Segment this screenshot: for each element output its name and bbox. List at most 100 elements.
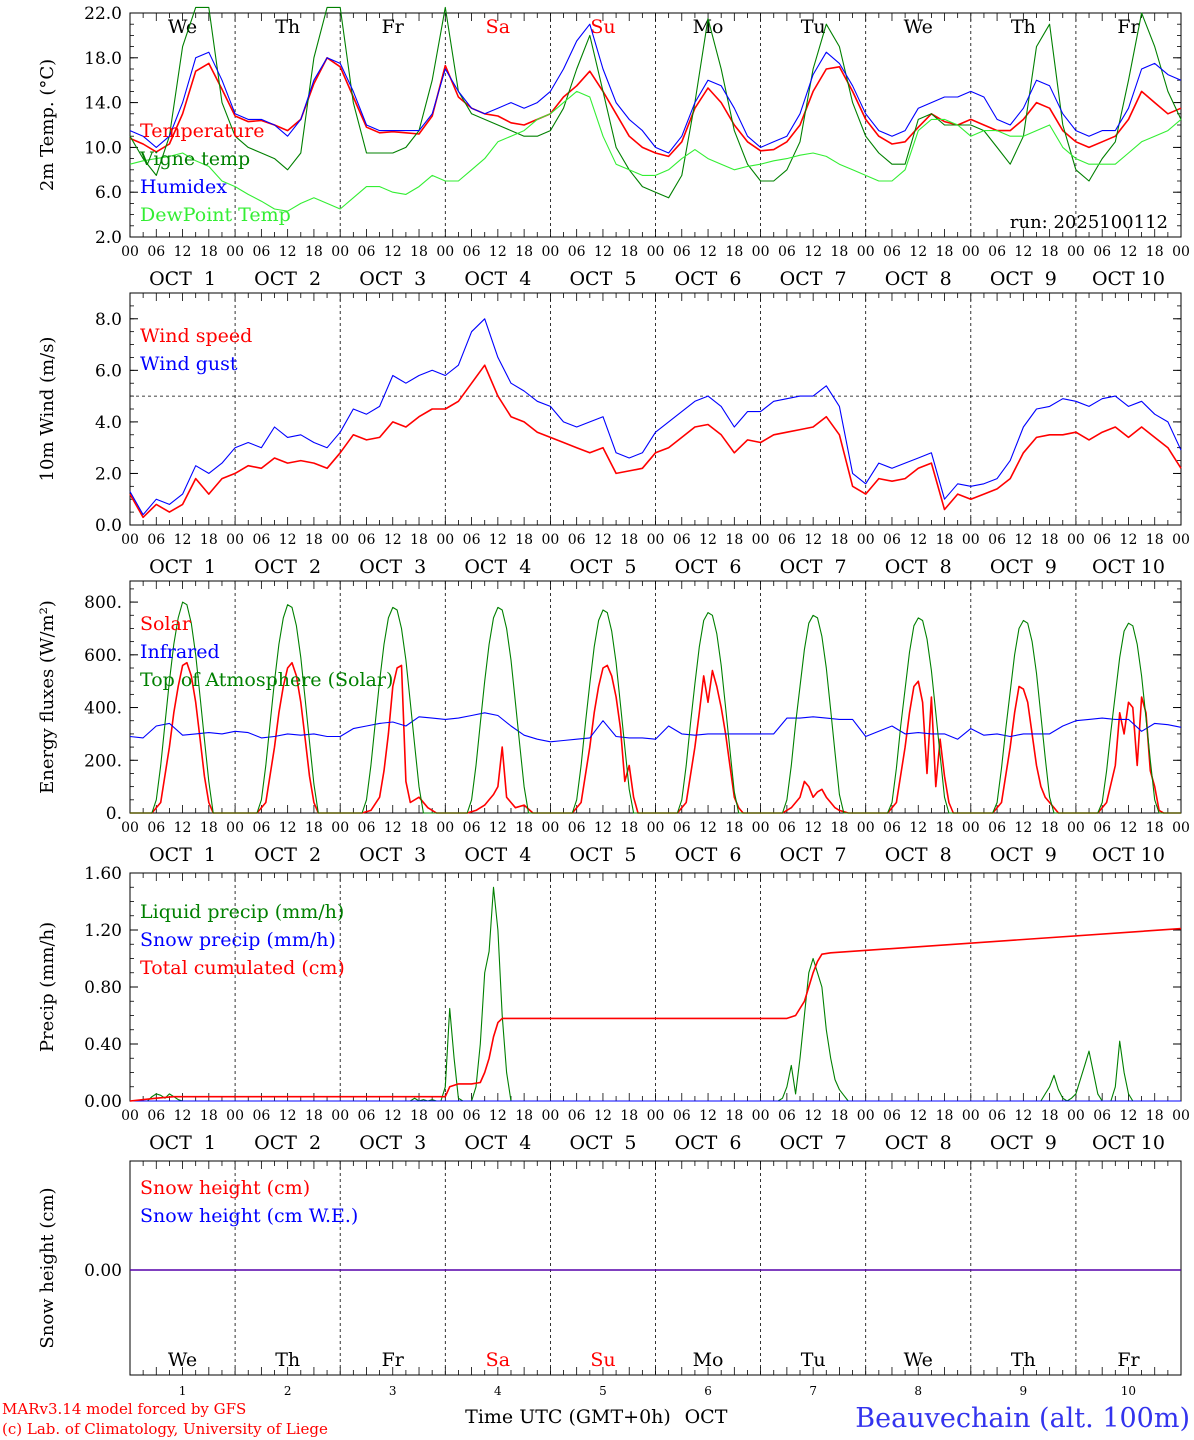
date-label: OCT 6: [675, 1132, 742, 1154]
y-tick-label: 1.20: [84, 921, 122, 941]
hour-tick-label: 18: [831, 244, 849, 260]
hour-tick-label: 06: [463, 532, 481, 548]
hour-tick-label: 06: [988, 820, 1006, 836]
legend-entry: Wind speed: [140, 325, 252, 347]
date-label: OCT 8: [885, 1132, 952, 1154]
day-number-label: 3: [389, 1384, 397, 1398]
date-label: OCT 9: [990, 844, 1057, 866]
hour-tick-label: 12: [174, 532, 192, 548]
hour-tick-label: 00: [331, 1108, 349, 1124]
hour-tick-label: 12: [174, 820, 192, 836]
date-label: OCT 8: [885, 556, 952, 578]
y-tick-label: 2.0: [95, 228, 122, 248]
hour-tick-label: 18: [410, 820, 428, 836]
hour-tick-label: 06: [883, 532, 901, 548]
hour-tick-label: 18: [1041, 532, 1059, 548]
y-axis-label: 2m Temp. (°C): [37, 59, 58, 191]
hour-tick-label: 06: [988, 1108, 1006, 1124]
hour-tick-label: 06: [252, 532, 270, 548]
hour-tick-label: 06: [778, 244, 796, 260]
hour-tick-label: 00: [752, 820, 770, 836]
hour-tick-label: 00: [436, 244, 454, 260]
hour-tick-label: 12: [804, 1108, 822, 1124]
hour-tick-label: 06: [568, 820, 586, 836]
date-label: OCT 1: [149, 268, 216, 290]
hour-tick-label: 06: [147, 1108, 165, 1124]
hour-tick-label: 06: [358, 1108, 376, 1124]
hour-tick-label: 00: [226, 1108, 244, 1124]
hour-tick-label: 06: [988, 244, 1006, 260]
hour-tick-label: 18: [1146, 1108, 1164, 1124]
panel-snow-height: 0.00 Snow height (cm) 1 2 3 4 5 6 7 8 9 10 We Th Fr Sa S…: [37, 1160, 1182, 1398]
date-label: OCT 1: [149, 556, 216, 578]
date-label: OCT 5: [569, 1132, 636, 1154]
hour-tick-label: 00: [647, 1108, 665, 1124]
hour-tick-label: 12: [279, 532, 297, 548]
hour-tick-label: 18: [410, 532, 428, 548]
panel-energy-fluxes: 0. 200. 400. 600. 800. Energy fluxes (W/m²) 00…: [37, 580, 1190, 866]
hour-tick-label: 12: [909, 532, 927, 548]
day-number-label: 4: [494, 1384, 502, 1398]
day-number-label: 5: [599, 1384, 607, 1398]
hour-tick-label: 18: [936, 532, 954, 548]
day-number-label: 8: [914, 1384, 922, 1398]
hour-tick-label: 12: [384, 532, 402, 548]
date-label: OCT 5: [569, 556, 636, 578]
series-humidex: [129, 23, 1182, 154]
y-tick-label: 10.0: [84, 138, 122, 158]
hour-tick-label: 12: [1014, 532, 1032, 548]
y-tick-label: 22.0: [84, 4, 122, 24]
day-number-label: 9: [1020, 1384, 1028, 1398]
hour-tick-label: 12: [909, 820, 927, 836]
hour-tick-label: 00: [857, 532, 875, 548]
hour-tick-label: 00: [541, 1108, 559, 1124]
hour-tick-label: 12: [489, 1108, 507, 1124]
weekday-label: We: [904, 1349, 933, 1371]
hour-tick-label: 00: [121, 244, 139, 260]
legend-entry: Vigne temp: [139, 148, 250, 170]
weekday-label: Sa: [486, 1349, 510, 1371]
weekday-label: Tu: [801, 16, 826, 38]
hour-tick-label: 12: [1120, 820, 1138, 836]
hour-tick-label: 00: [962, 1108, 980, 1124]
hour-tick-label: 12: [1120, 532, 1138, 548]
hour-tick-label: 18: [200, 244, 218, 260]
series-total-cumulated-cm: [129, 927, 1182, 1102]
date-label: OCT 6: [675, 844, 742, 866]
date-label: OCT 3: [359, 268, 426, 290]
hour-tick-label: 06: [463, 244, 481, 260]
legend-entry: Snow height (cm W.E.): [140, 1205, 358, 1227]
weekday-label: Th: [1011, 1349, 1036, 1371]
hour-tick-label: 12: [174, 1108, 192, 1124]
hour-tick-label: 12: [804, 532, 822, 548]
date-label: OCT 2: [254, 268, 321, 290]
hour-tick-label: 06: [252, 244, 270, 260]
hour-tick-label: 00: [962, 244, 980, 260]
hour-tick-label: 00: [1172, 532, 1190, 548]
hour-tick-label: 00: [1172, 820, 1190, 836]
hour-tick-label: 00: [857, 820, 875, 836]
station-label: Beauvechain (alt. 100m): [855, 1403, 1190, 1434]
hour-tick-label: 18: [620, 244, 638, 260]
weekday-label: Fr: [1117, 1349, 1140, 1371]
hour-tick-label: 18: [1041, 820, 1059, 836]
day-number-label: 2: [284, 1384, 292, 1398]
hour-tick-label: 18: [620, 1108, 638, 1124]
legend-entry: Snow height (cm): [140, 1177, 310, 1199]
hour-tick-label: 18: [1041, 244, 1059, 260]
y-tick-label: 2.0: [95, 464, 122, 484]
weekday-label: Fr: [382, 1349, 405, 1371]
hour-tick-label: 12: [489, 820, 507, 836]
hour-tick-label: 18: [831, 1108, 849, 1124]
weekday-label: Mo: [693, 1349, 724, 1371]
hour-tick-label: 00: [857, 244, 875, 260]
run-label: run: 2025100112: [1010, 212, 1168, 233]
weekday-label: Su: [590, 16, 615, 38]
hour-tick-label: 00: [1067, 244, 1085, 260]
hour-tick-label: 00: [1067, 820, 1085, 836]
hour-tick-label: 18: [305, 820, 323, 836]
hour-tick-label: 06: [673, 820, 691, 836]
hour-tick-label: 12: [594, 820, 612, 836]
date-label: OCT 7: [780, 844, 847, 866]
